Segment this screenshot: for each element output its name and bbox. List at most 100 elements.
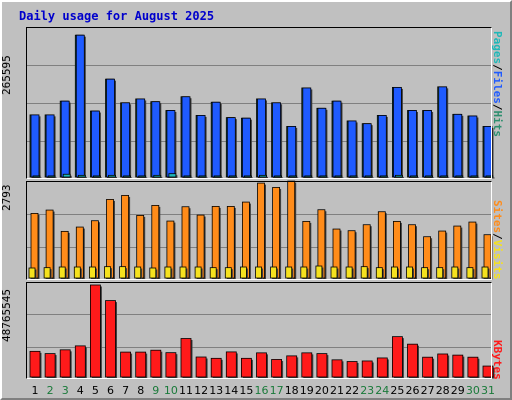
sites-bar: [258, 183, 265, 278]
files-bar: [91, 111, 99, 177]
pages-bar-shadow: [306, 177, 313, 178]
kbytes-bar: [181, 339, 191, 377]
visits-bar: [437, 268, 443, 278]
pages-bar-shadow: [442, 177, 449, 178]
visits-bar: [331, 267, 337, 278]
files-bar: [393, 87, 401, 177]
sites-bar: [212, 206, 219, 278]
day-tick-label: 10: [163, 384, 179, 397]
sites-bar: [227, 206, 234, 278]
pages-bar-shadow: [50, 177, 57, 178]
day-tick-label: 14: [223, 384, 239, 397]
visits-bar: [467, 268, 473, 278]
kbytes-bar: [423, 357, 433, 377]
day-tick-label: 4: [72, 384, 88, 397]
hits-files-pages-panel: [26, 27, 492, 179]
kbytes-bar: [408, 344, 418, 377]
pages-bar: [350, 176, 357, 177]
day-tick-label: 30: [465, 384, 481, 397]
day-tick-label: 18: [284, 384, 300, 397]
middle-panel-max-label: 2793: [0, 197, 12, 211]
files-bar: [242, 118, 250, 177]
pages-bar-shadow: [201, 177, 208, 178]
kbytes-bar: [151, 350, 161, 377]
kbytes-bar: [362, 361, 372, 377]
pages-bar: [33, 176, 40, 177]
pages-bar: [109, 175, 116, 177]
visits-bar: [482, 267, 488, 278]
visits-bar: [256, 267, 262, 278]
pages-bar: [305, 176, 312, 177]
visits-bar: [376, 268, 382, 278]
pages-bar: [229, 176, 236, 177]
files-bar: [76, 35, 84, 177]
visits-bar: [120, 267, 126, 278]
panel-plot: [26, 27, 492, 179]
pages-bar: [78, 175, 85, 177]
pages-bar-shadow: [246, 177, 253, 178]
pages-bar: [411, 176, 418, 177]
pages-bar-shadow: [291, 177, 298, 178]
pages-bar-shadow: [412, 177, 419, 178]
bottom-panel-max-label: 48765545: [0, 328, 12, 342]
day-tick-label: 5: [87, 384, 103, 397]
day-tick-label: 24: [374, 384, 390, 397]
visits-bar: [74, 267, 80, 278]
visits-bar: [105, 267, 111, 278]
day-tick-label: 19: [299, 384, 315, 397]
pages-bar: [320, 176, 327, 177]
visits-bar: [225, 268, 231, 278]
pages-bar-shadow: [457, 177, 464, 178]
sites-bar: [288, 181, 295, 278]
files-bar: [152, 102, 160, 177]
kbytes-bar: [347, 362, 357, 377]
pages-bar: [244, 176, 251, 177]
kbytes-bar: [317, 354, 327, 377]
kbytes-bar: [287, 356, 297, 377]
kbytes-bar: [136, 352, 146, 377]
day-tick-label: 2: [42, 384, 58, 397]
pages-bar: [214, 176, 221, 177]
pages-bar: [395, 175, 402, 177]
files-bar: [61, 101, 69, 177]
kbytes-legend: KBytes: [491, 340, 504, 380]
pages-bar-shadow: [488, 177, 495, 178]
pages-bar: [380, 176, 387, 177]
files-bar: [439, 87, 447, 177]
visits-bar: [29, 268, 35, 278]
panel-plot: [26, 282, 492, 379]
visits-bar: [422, 268, 428, 278]
files-bar: [197, 115, 205, 177]
visits-bar: [346, 267, 352, 278]
pages-bar: [184, 176, 191, 177]
pages-bar-shadow: [352, 177, 359, 178]
day-tick-label: 9: [148, 384, 164, 397]
pages-bar-shadow: [125, 177, 132, 178]
files-bar: [227, 118, 235, 177]
kbytes-bar: [377, 358, 387, 377]
kbytes-bar: [438, 354, 448, 377]
kbytes-panel: [26, 282, 492, 379]
pages-bar: [365, 176, 372, 177]
kbytes-bar: [90, 285, 100, 377]
files-bar: [46, 115, 54, 177]
kbytes-bar: [257, 353, 267, 377]
chart-title: Daily usage for August 2025: [19, 9, 214, 23]
day-tick-label: 8: [133, 384, 149, 397]
pages-bar: [63, 174, 70, 177]
panel-plot: [26, 181, 492, 280]
day-tick-label: 25: [389, 384, 405, 397]
pages-bar: [486, 176, 493, 177]
files-bar: [409, 110, 417, 177]
visits-bar: [180, 267, 186, 278]
kbytes-bar: [106, 301, 116, 377]
pages-bar-shadow: [231, 177, 238, 178]
visits-bar: [452, 267, 458, 278]
sites-bar: [152, 205, 159, 278]
visits-bar: [165, 267, 171, 278]
pages-bar: [124, 176, 131, 177]
day-tick-label: 27: [420, 384, 436, 397]
day-tick-label: 17: [269, 384, 285, 397]
sites-bar: [107, 199, 114, 278]
